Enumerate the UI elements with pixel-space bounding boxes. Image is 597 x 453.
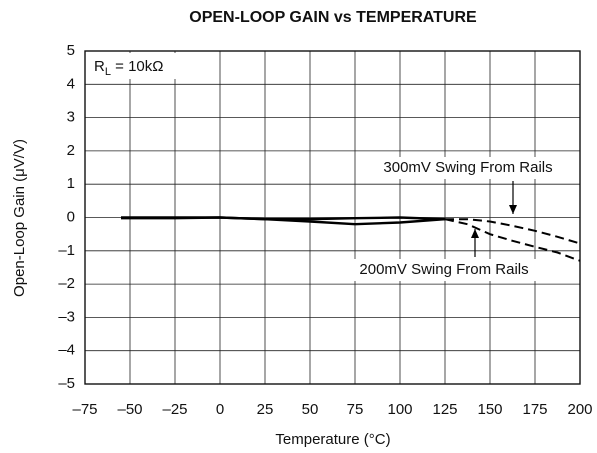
x-tick-label: 75: [347, 401, 364, 418]
annotation-part: L: [105, 66, 111, 78]
arrow-head: [509, 205, 517, 214]
y-tick-label: –3: [58, 308, 75, 325]
series-label: 200mV Swing From Rails: [359, 261, 528, 278]
chart-title: OPEN-LOOP GAIN vs TEMPERATURE: [189, 9, 477, 26]
x-tick-label: 100: [387, 401, 412, 418]
x-tick-label: –25: [162, 401, 187, 418]
y-tick-label: 1: [67, 175, 75, 192]
series-line: [444, 218, 581, 262]
y-tick-label: 5: [67, 42, 75, 59]
y-tick-label: –5: [58, 375, 75, 392]
plot-frame: [84, 50, 581, 385]
x-tick-label: 200: [567, 401, 592, 418]
series-label: 300mV Swing From Rails: [383, 159, 552, 176]
annotation-background: [88, 53, 188, 79]
x-tick-label: 25: [257, 401, 274, 418]
x-axis-label: Temperature (°C): [275, 431, 390, 448]
x-tick-label: –50: [117, 401, 142, 418]
y-tick-label: 0: [67, 208, 75, 225]
arrow-head: [471, 229, 479, 238]
y-tick-label: –2: [58, 275, 75, 292]
label-background: [360, 157, 576, 179]
annotation: RL = 10kΩ: [94, 58, 163, 78]
x-tick-label: 150: [477, 401, 502, 418]
y-tick-label: –4: [58, 342, 75, 359]
y-tick-label: 2: [67, 142, 75, 159]
x-tick-label: 175: [522, 401, 547, 418]
y-axis-label: Open-Loop Gain (μV/V): [11, 139, 28, 297]
y-tick-label: 4: [67, 75, 75, 92]
series-line: [121, 216, 446, 221]
annotation-part: = 10kΩ: [111, 58, 164, 75]
annotation-part: R: [94, 58, 105, 75]
x-tick-label: 125: [432, 401, 457, 418]
label-background: [336, 259, 552, 281]
y-tick-label: –1: [58, 242, 75, 259]
x-tick-label: –75: [72, 401, 97, 418]
series-line: [445, 218, 581, 245]
x-tick-label: 0: [216, 401, 224, 418]
y-tick-label: 3: [67, 109, 75, 126]
x-tick-label: 50: [302, 401, 319, 418]
